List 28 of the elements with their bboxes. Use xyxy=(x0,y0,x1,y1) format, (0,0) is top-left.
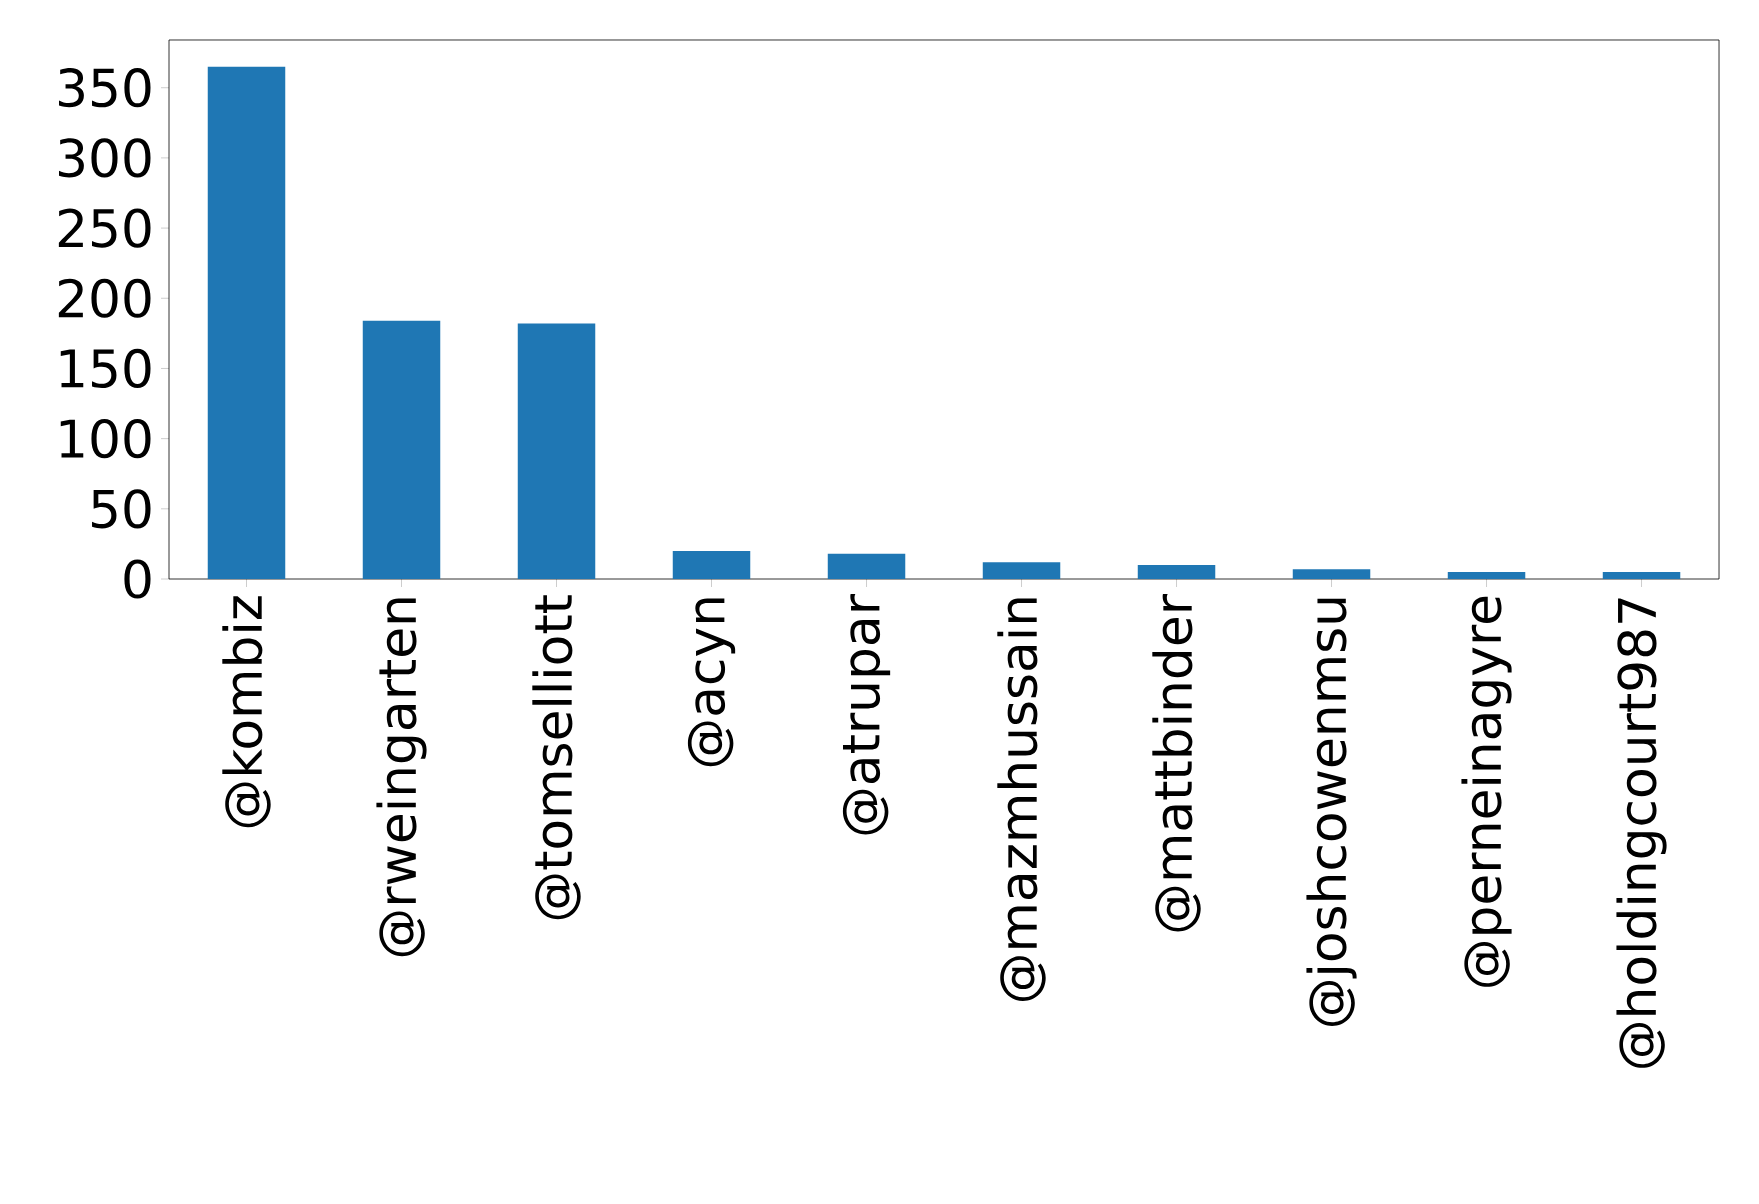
bar xyxy=(672,550,751,579)
x-tick-label: @holdingcourt987 xyxy=(1616,598,1667,1068)
bar xyxy=(1292,569,1371,579)
x-tick-label: @mazmhussain xyxy=(997,598,1046,1001)
bar xyxy=(827,553,906,579)
x-tick-label: @rweingarten xyxy=(376,598,427,957)
x-tick-label: @acyn xyxy=(687,598,736,767)
bar xyxy=(1137,564,1216,579)
x-tick-label: @tomselliott xyxy=(532,595,581,920)
x-tick-label: @mattbinder xyxy=(1152,594,1201,932)
y-tick-label: 50 xyxy=(92,489,151,529)
x-tick-label: @kombiz xyxy=(222,596,271,828)
bar xyxy=(362,320,441,579)
bar xyxy=(982,562,1061,579)
y-tick-label: 300 xyxy=(59,138,151,178)
bar xyxy=(517,323,596,579)
y-tick-label: 0 xyxy=(124,559,151,599)
bar xyxy=(1447,571,1526,579)
y-tick-label: 250 xyxy=(58,208,151,248)
y-tick-label: 350 xyxy=(59,68,151,108)
x-tick-label: @joshcowenmsu xyxy=(1306,598,1357,1026)
y-tick-label: 100 xyxy=(60,419,151,459)
y-tick-label: 150 xyxy=(60,348,151,389)
x-tick-label: @perneinagyre xyxy=(1461,596,1512,987)
x-tick-label: @atrupar xyxy=(842,593,891,835)
y-tick-label: 200 xyxy=(58,278,151,318)
bar xyxy=(207,66,286,579)
bar xyxy=(1602,571,1681,579)
